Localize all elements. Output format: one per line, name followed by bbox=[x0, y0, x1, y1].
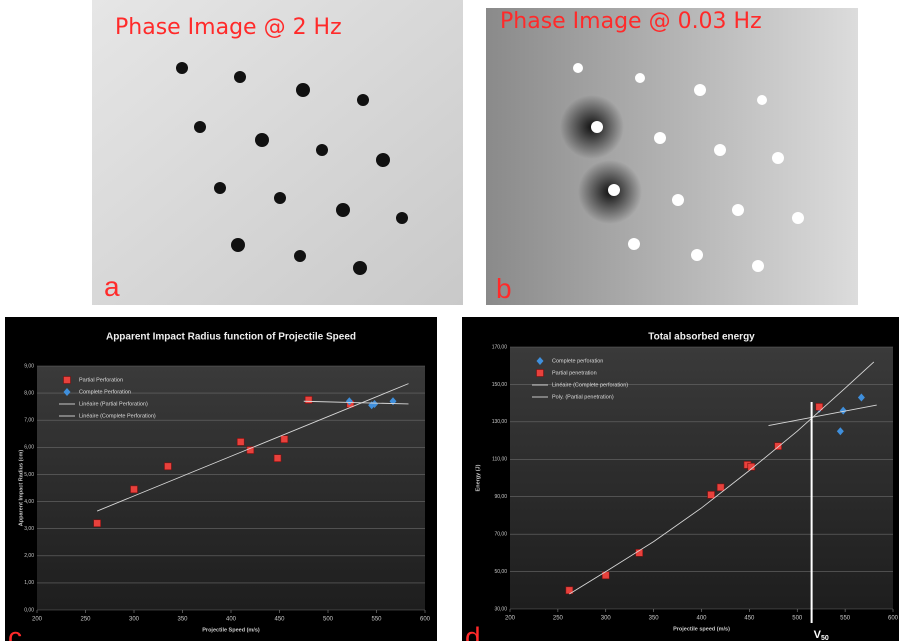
y-tick-label: 90,00 bbox=[494, 494, 507, 500]
y-tick-label: 130,00 bbox=[492, 419, 508, 425]
legend-label: Complete Perforation bbox=[79, 389, 131, 395]
x-tick-label: 500 bbox=[792, 616, 803, 622]
image-title: Phase Image @ 0.03 Hz bbox=[500, 9, 762, 34]
point bbox=[274, 455, 281, 462]
y-tick-label: 150,00 bbox=[492, 382, 508, 388]
x-tick-label: 350 bbox=[649, 616, 660, 622]
x-tick-label: 300 bbox=[129, 617, 140, 623]
x-tick-label: 350 bbox=[177, 617, 188, 623]
panel-label: a bbox=[104, 271, 120, 302]
point bbox=[164, 463, 171, 470]
legend-label: Partial Perforation bbox=[79, 377, 123, 383]
y-tick-label: 6,00 bbox=[24, 445, 34, 451]
y-tick-label: 5,00 bbox=[24, 472, 34, 478]
legend-swatch bbox=[537, 370, 544, 377]
y-axis-label: Apparent Impact Radius (cm) bbox=[18, 450, 24, 527]
y-tick-label: 1,00 bbox=[24, 580, 34, 586]
y-axis-label: Energy (J) bbox=[475, 464, 481, 491]
legend-label: Poly. (Partial penetration) bbox=[552, 394, 614, 400]
x-tick-label: 600 bbox=[420, 617, 431, 623]
legend-label: Complete perforation bbox=[552, 358, 603, 364]
chart: Apparent Impact Radius function of Proje… bbox=[5, 317, 437, 641]
phase-image-a: Phase Image @ 2 Hz a bbox=[92, 0, 463, 305]
x-tick-label: 600 bbox=[888, 616, 899, 622]
x-tick-label: 250 bbox=[80, 617, 91, 623]
y-tick-label: 50,00 bbox=[494, 569, 507, 575]
image-background bbox=[486, 8, 858, 305]
legend-label: Linéaire (Complete Perforation) bbox=[79, 413, 156, 419]
point bbox=[237, 438, 244, 445]
y-tick-label: 170,00 bbox=[492, 344, 508, 350]
x-tick-label: 450 bbox=[274, 617, 285, 623]
panel-label: c bbox=[8, 621, 22, 641]
image-background bbox=[92, 0, 463, 305]
y-tick-label: 4,00 bbox=[24, 499, 34, 505]
point bbox=[708, 491, 715, 498]
panel-label: b bbox=[496, 273, 512, 304]
x-tick-label: 400 bbox=[226, 617, 237, 623]
y-tick-label: 30,00 bbox=[494, 606, 507, 612]
chart-title: Total absorbed energy bbox=[648, 332, 755, 343]
x-tick-label: 200 bbox=[32, 617, 43, 623]
x-tick-label: 550 bbox=[371, 617, 382, 623]
y-tick-label: 8,00 bbox=[24, 390, 34, 396]
x-tick-label: 450 bbox=[744, 616, 755, 622]
legend-label: Linéaire (Complete perforation) bbox=[552, 382, 628, 388]
image-title: Phase Image @ 2 Hz bbox=[115, 15, 342, 40]
chart-title: Apparent Impact Radius function of Proje… bbox=[106, 332, 356, 343]
figure: Phase Image @ 2 Hz a Phase Image @ 0.03 … bbox=[0, 0, 899, 641]
y-tick-label: 0,00 bbox=[24, 607, 34, 613]
x-axis-label: Projectile speed (m/s) bbox=[673, 626, 730, 632]
legend-label: Partial penetration bbox=[552, 370, 597, 376]
y-tick-label: 3,00 bbox=[24, 526, 34, 532]
y-tick-label: 2,00 bbox=[24, 553, 34, 559]
point bbox=[717, 484, 724, 491]
point bbox=[305, 396, 312, 403]
point bbox=[281, 436, 288, 443]
legend-swatch bbox=[64, 377, 71, 384]
panel-label: d bbox=[465, 621, 481, 641]
legend-label: Linéaire (Partial Perforation) bbox=[79, 401, 148, 407]
y-tick-label: 7,00 bbox=[24, 418, 34, 424]
y-tick-label: 110,00 bbox=[492, 457, 507, 463]
x-tick-label: 500 bbox=[323, 617, 334, 623]
x-tick-label: 550 bbox=[840, 616, 851, 622]
x-tick-label: 200 bbox=[505, 616, 516, 622]
x-tick-label: 250 bbox=[553, 616, 564, 622]
phase-image-b: Phase Image @ 0.03 Hz b bbox=[486, 8, 858, 305]
x-tick-label: 300 bbox=[601, 616, 612, 622]
point bbox=[131, 486, 138, 493]
label-subscript: 50 bbox=[821, 635, 829, 641]
chart: Total absorbed energy 30,00 50,00 70,00 90,0… bbox=[462, 317, 899, 641]
y-tick-label: 70,00 bbox=[494, 531, 507, 537]
x-axis-label: Projectile Speed (m/s) bbox=[202, 627, 260, 633]
x-tick-label: 400 bbox=[696, 616, 707, 622]
y-tick-label: 9,00 bbox=[24, 363, 34, 369]
point bbox=[94, 520, 101, 527]
